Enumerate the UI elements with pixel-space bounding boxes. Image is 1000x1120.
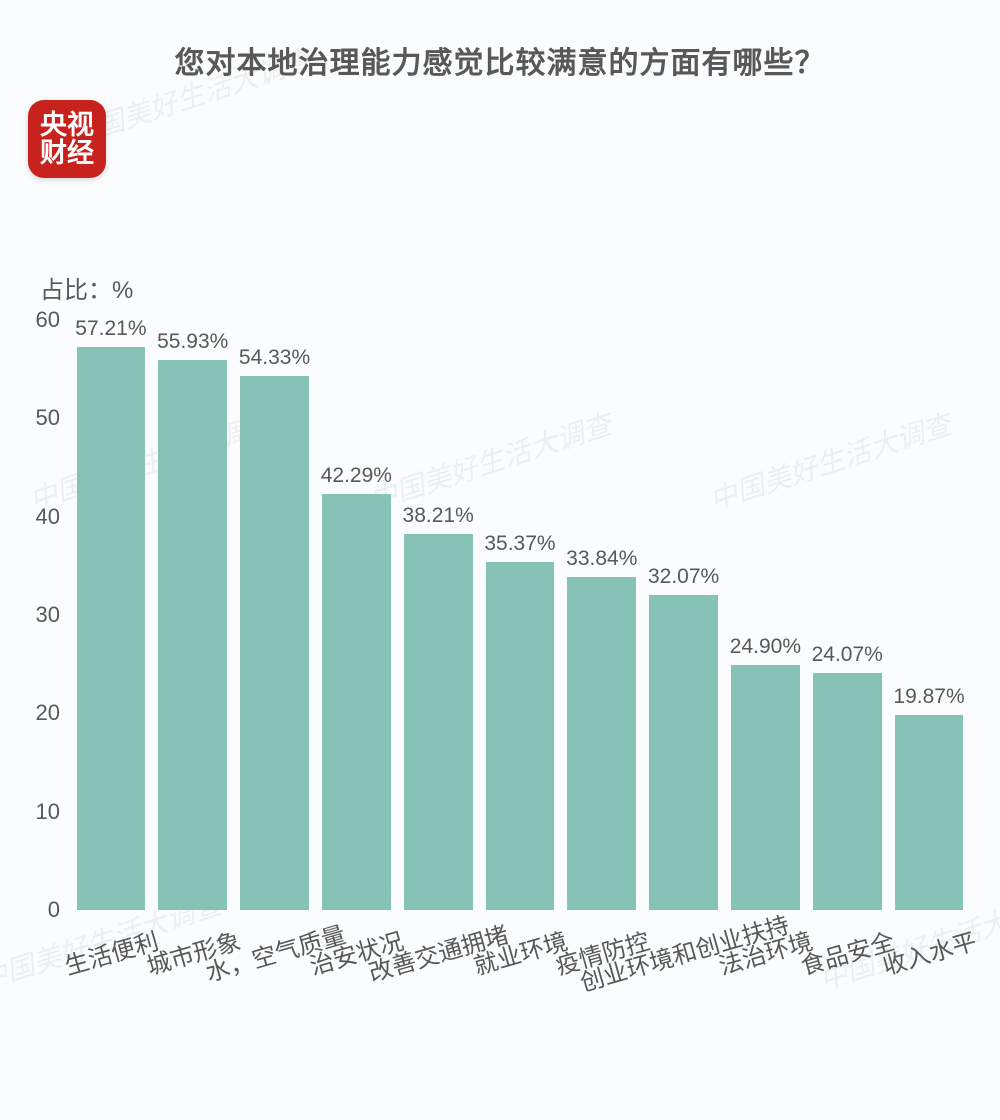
bar-value-label: 42.29% — [321, 464, 392, 488]
x-label-slot: 城市形象 — [152, 918, 234, 1098]
x-label-slot: 生活便利 — [70, 918, 152, 1098]
bar-value-label: 55.93% — [157, 330, 228, 354]
bar-chart: 57.21%55.93%54.33%42.29%38.21%35.37%33.8… — [70, 320, 970, 910]
y-tick: 0 — [48, 897, 70, 923]
bar-value-label: 19.87% — [893, 685, 964, 709]
x-label-slot: 创业环境和创业扶持 — [643, 918, 725, 1098]
bar-slot: 54.33% — [234, 320, 316, 910]
logo-line-2: 财经 — [40, 139, 94, 167]
y-tick: 60 — [36, 307, 70, 333]
bar-slot: 38.21% — [397, 320, 479, 910]
bar: 42.29% — [322, 494, 391, 910]
x-label-slot: 疫情防控 — [561, 918, 643, 1098]
bar: 19.87% — [895, 715, 964, 910]
bar-slot: 35.37% — [479, 320, 561, 910]
y-tick: 30 — [36, 602, 70, 628]
x-label-slot: 食品安全 — [806, 918, 888, 1098]
y-axis-label: 占比：% — [40, 270, 133, 305]
x-axis-labels: 生活便利城市形象水，空气质量治安状况改善交通拥堵就业环境疫情防控创业环境和创业扶… — [70, 918, 970, 1098]
bar: 24.90% — [731, 665, 800, 910]
bar-value-label: 24.90% — [730, 635, 801, 659]
logo-line-1: 央视 — [40, 111, 94, 139]
bar: 32.07% — [649, 595, 718, 910]
bar-slot: 33.84% — [561, 320, 643, 910]
bar-slot: 19.87% — [888, 320, 970, 910]
x-label-slot: 法治环境 — [725, 918, 807, 1098]
cctv-finance-logo: 央视 财经 — [28, 100, 106, 178]
bar: 35.37% — [486, 562, 555, 910]
chart-title: 您对本地治理能力感觉比较满意的方面有哪些？ — [0, 38, 1000, 82]
bar: 54.33% — [240, 376, 309, 910]
bar: 55.93% — [158, 360, 227, 910]
bar-slot: 24.07% — [806, 320, 888, 910]
x-label-slot: 改善交通拥堵 — [397, 918, 479, 1098]
bar-value-label: 54.33% — [239, 346, 310, 370]
bar-slot: 42.29% — [315, 320, 397, 910]
bar-value-label: 33.84% — [566, 547, 637, 571]
y-tick: 20 — [36, 700, 70, 726]
bar: 38.21% — [404, 534, 473, 910]
y-tick: 10 — [36, 799, 70, 825]
bar-slot: 32.07% — [643, 320, 725, 910]
y-tick: 40 — [36, 504, 70, 530]
bar-value-label: 32.07% — [648, 565, 719, 589]
bar-value-label: 38.21% — [403, 504, 474, 528]
bar: 24.07% — [813, 673, 882, 910]
y-tick: 50 — [36, 405, 70, 431]
bar: 57.21% — [77, 347, 146, 910]
x-label-slot: 就业环境 — [479, 918, 561, 1098]
bar: 33.84% — [567, 577, 636, 910]
bar-slot: 55.93% — [152, 320, 234, 910]
bar-value-label: 57.21% — [75, 317, 146, 341]
x-label-slot: 治安状况 — [315, 918, 397, 1098]
bars-container: 57.21%55.93%54.33%42.29%38.21%35.37%33.8… — [70, 320, 970, 910]
x-label: 收入水平 — [878, 921, 980, 981]
bar-value-label: 24.07% — [812, 643, 883, 667]
x-label-slot: 水，空气质量 — [234, 918, 316, 1098]
bar-slot: 24.90% — [725, 320, 807, 910]
x-label-slot: 收入水平 — [888, 918, 970, 1098]
bar-value-label: 35.37% — [484, 532, 555, 556]
bar-slot: 57.21% — [70, 320, 152, 910]
